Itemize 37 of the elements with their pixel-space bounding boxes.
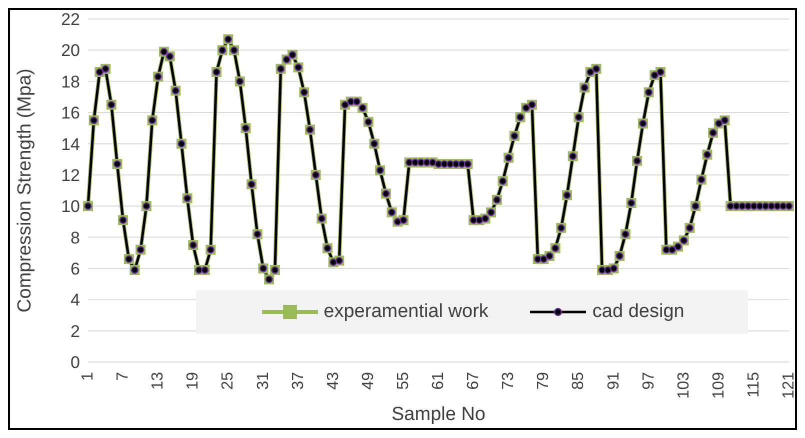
y-tick-label: 8 — [70, 228, 80, 248]
y-tick-label: 16 — [61, 104, 80, 123]
y-tick-label: 14 — [61, 134, 80, 154]
x-tick-label: 7 — [114, 372, 132, 381]
y-tick-label: 6 — [70, 259, 80, 278]
y-tick-label: 4 — [70, 290, 80, 310]
y-tick-label: 12 — [61, 166, 80, 185]
y-axis-title: Compression Strength (Mpa) — [14, 68, 36, 312]
legend-label: cad design — [592, 301, 684, 323]
x-tick-label: 109 — [710, 372, 728, 399]
y-tick-label: 0 — [70, 353, 80, 372]
x-tick-label: 85 — [570, 372, 588, 390]
x-tick-label: 121 — [780, 372, 798, 399]
x-tick-label: 25 — [220, 372, 237, 390]
y-tick-label: 10 — [61, 197, 80, 216]
x-tick-label: 19 — [184, 372, 202, 390]
x-tick-label: 1 — [80, 372, 96, 381]
y-tick-label: 2 — [70, 322, 80, 341]
x-tick-label: 55 — [394, 372, 412, 390]
x-tick-label: 97 — [640, 372, 658, 390]
x-tick-label: 13 — [150, 372, 167, 390]
x-tick-label: 79 — [535, 372, 552, 390]
x-axis-title: Sample No — [392, 404, 486, 425]
x-tick-label: 73 — [500, 372, 518, 390]
legend-label: experamential work — [324, 301, 488, 323]
x-tick-label: 31 — [254, 372, 272, 390]
y-tick-label: 22 — [61, 10, 80, 30]
x-tick-label: 91 — [605, 372, 622, 390]
x-tick-label: 37 — [290, 372, 307, 390]
y-tick-label: 20 — [61, 41, 80, 60]
x-tick-label: 115 — [745, 372, 762, 398]
x-tick-label: 43 — [324, 372, 342, 390]
y-tick-label: 18 — [61, 72, 80, 92]
x-tick-label: 61 — [430, 372, 447, 390]
x-tick-label: 67 — [465, 372, 482, 390]
x-tick-label: 49 — [360, 372, 377, 390]
x-tick-label: 103 — [675, 372, 692, 399]
